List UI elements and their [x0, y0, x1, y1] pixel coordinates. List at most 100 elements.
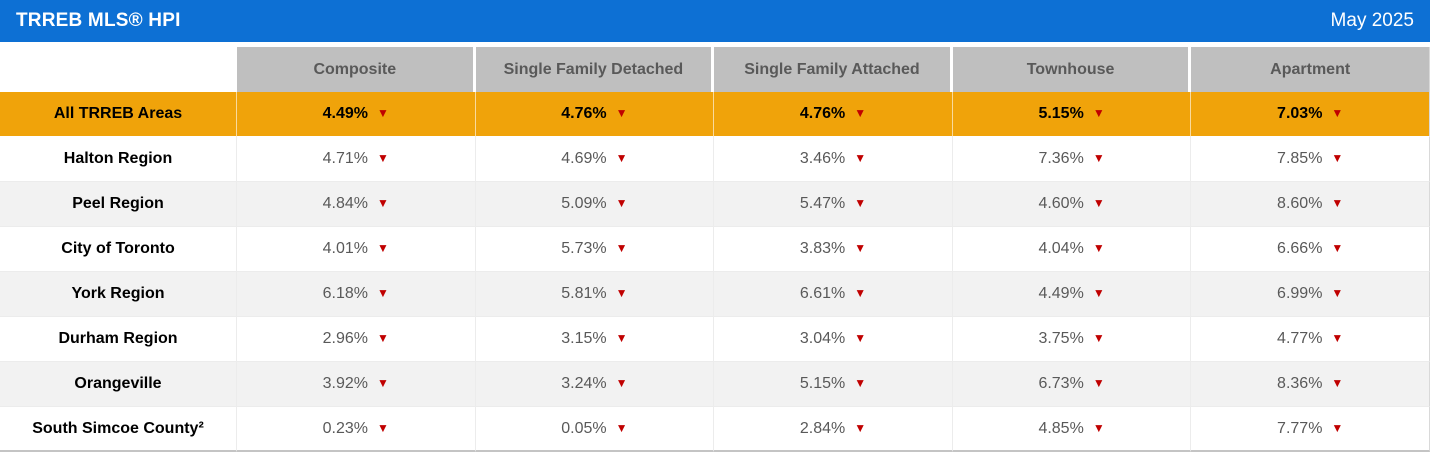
value-text: 0.23%: [322, 419, 369, 437]
value-cell: 2.84% ▼: [714, 407, 953, 452]
value-text: 3.92%: [322, 375, 369, 392]
down-arrow-icon: ▼: [615, 241, 628, 255]
column-header: Apartment: [1191, 47, 1430, 92]
value-text: 6.66%: [1277, 240, 1323, 257]
value-text: 8.36%: [1277, 375, 1323, 392]
value-text: 4.77%: [1277, 330, 1323, 347]
down-arrow-icon: ▼: [854, 151, 867, 165]
down-arrow-icon: ▼: [1092, 331, 1105, 345]
value-text: 4.01%: [322, 240, 369, 257]
value-text: 4.49%: [1038, 285, 1084, 302]
down-arrow-icon: ▼: [1331, 196, 1344, 210]
report-date: May 2025: [1330, 10, 1414, 31]
page-title: TRREB MLS® HPI: [16, 10, 181, 31]
value-text: 4.76%: [561, 105, 607, 122]
value-cell: 6.18% ▼: [237, 272, 476, 317]
value-cell: 3.24% ▼: [475, 362, 715, 407]
value-cell: 5.15% ▼: [714, 362, 953, 407]
down-arrow-icon: ▼: [377, 151, 389, 165]
value-text: 5.47%: [799, 195, 846, 212]
column-header: Single Family Attached: [714, 47, 953, 92]
value-text: 7.85%: [1277, 150, 1323, 167]
value-text: 3.83%: [799, 240, 846, 257]
table-row: Peel Region 4.84% ▼ 5.09% ▼ 5.47% ▼ 4.60% ▼ 8.60%…: [0, 182, 1430, 227]
region-label: Peel Region: [0, 182, 237, 227]
down-arrow-icon: ▼: [854, 241, 867, 255]
down-arrow-icon: ▼: [377, 106, 389, 120]
down-arrow-icon: ▼: [377, 286, 389, 300]
value-cell: 4.71% ▼: [237, 137, 476, 182]
region-label: All TRREB Areas: [0, 92, 237, 137]
value-cell: 0.05% ▼: [475, 407, 715, 452]
value-cell: 8.60% ▼: [1191, 182, 1430, 227]
down-arrow-icon: ▼: [1331, 106, 1344, 120]
down-arrow-icon: ▼: [615, 420, 628, 435]
value-text: 6.61%: [799, 285, 846, 302]
header-gap: [0, 42, 1430, 47]
value-text: 3.15%: [561, 330, 607, 347]
column-header: Composite: [237, 47, 476, 92]
value-text: 6.99%: [1277, 285, 1323, 302]
region-label: City of Toronto: [0, 227, 237, 272]
value-cell: 7.03% ▼: [1191, 92, 1430, 137]
table-body: All TRREB Areas 4.49% ▼ 4.76% ▼ 4.76% ▼ 5.15% ▼ 7…: [0, 92, 1430, 452]
table-row: All TRREB Areas 4.49% ▼ 4.76% ▼ 4.76% ▼ 5.15% ▼ 7…: [0, 92, 1430, 137]
region-label: Durham Region: [0, 317, 237, 362]
column-header: Townhouse: [952, 47, 1192, 92]
table-row: South Simcoe County² 0.23% ▼ 0.05% ▼ 2.84% ▼ 4.…: [0, 407, 1430, 452]
value-cell: 6.73% ▼: [952, 362, 1192, 407]
value-cell: 6.61% ▼: [714, 272, 953, 317]
value-cell: 3.75% ▼: [952, 317, 1192, 362]
down-arrow-icon: ▼: [615, 106, 628, 120]
value-text: 5.73%: [561, 240, 607, 257]
region-label: South Simcoe County²: [0, 407, 237, 452]
down-arrow-icon: ▼: [377, 420, 389, 435]
value-cell: 4.01% ▼: [237, 227, 476, 272]
down-arrow-icon: ▼: [377, 196, 389, 210]
value-cell: 2.96% ▼: [237, 317, 476, 362]
value-cell: 4.49% ▼: [237, 92, 476, 137]
value-cell: 7.85% ▼: [1191, 137, 1430, 182]
value-cell: 5.15% ▼: [952, 92, 1192, 137]
table-row: York Region 6.18% ▼ 5.81% ▼ 6.61% ▼ 4.49% ▼ 6.99%…: [0, 272, 1430, 317]
hpi-table: Composite Single Family Detached Single Fa…: [0, 47, 1430, 452]
value-cell: 4.76% ▼: [714, 92, 953, 137]
value-cell: 5.09% ▼: [475, 182, 715, 227]
value-text: 3.75%: [1038, 330, 1084, 347]
value-text: 3.24%: [561, 375, 607, 392]
value-text: 3.46%: [799, 150, 846, 167]
value-cell: 3.46% ▼: [714, 137, 953, 182]
value-cell: 4.04% ▼: [952, 227, 1192, 272]
value-cell: 7.77% ▼: [1191, 407, 1430, 452]
value-cell: 5.47% ▼: [714, 182, 953, 227]
down-arrow-icon: ▼: [615, 331, 628, 345]
value-text: 3.04%: [799, 330, 846, 347]
down-arrow-icon: ▼: [1331, 241, 1344, 255]
down-arrow-icon: ▼: [377, 241, 389, 255]
down-arrow-icon: ▼: [1331, 286, 1344, 300]
value-text: 4.84%: [322, 195, 369, 212]
value-text: 2.84%: [799, 419, 846, 437]
down-arrow-icon: ▼: [1092, 106, 1105, 120]
down-arrow-icon: ▼: [615, 196, 628, 210]
value-cell: 5.81% ▼: [475, 272, 715, 317]
value-text: 4.04%: [1038, 240, 1084, 257]
title-bar: TRREB MLS® HPI May 2025: [0, 0, 1430, 42]
down-arrow-icon: ▼: [854, 196, 867, 210]
down-arrow-icon: ▼: [615, 151, 628, 165]
value-cell: 3.83% ▼: [714, 227, 953, 272]
value-text: 7.03%: [1277, 105, 1323, 122]
column-header: Single Family Detached: [475, 47, 715, 92]
region-label: Orangeville: [0, 362, 237, 407]
down-arrow-icon: ▼: [377, 331, 389, 345]
region-label: York Region: [0, 272, 237, 317]
down-arrow-icon: ▼: [854, 286, 867, 300]
value-cell: 4.85% ▼: [952, 407, 1192, 452]
value-text: 4.49%: [322, 105, 369, 122]
down-arrow-icon: ▼: [854, 106, 867, 120]
value-cell: 3.92% ▼: [237, 362, 476, 407]
value-text: 2.96%: [322, 330, 369, 347]
value-cell: 4.49% ▼: [952, 272, 1192, 317]
value-text: 0.05%: [561, 419, 607, 437]
value-text: 4.60%: [1038, 195, 1084, 212]
